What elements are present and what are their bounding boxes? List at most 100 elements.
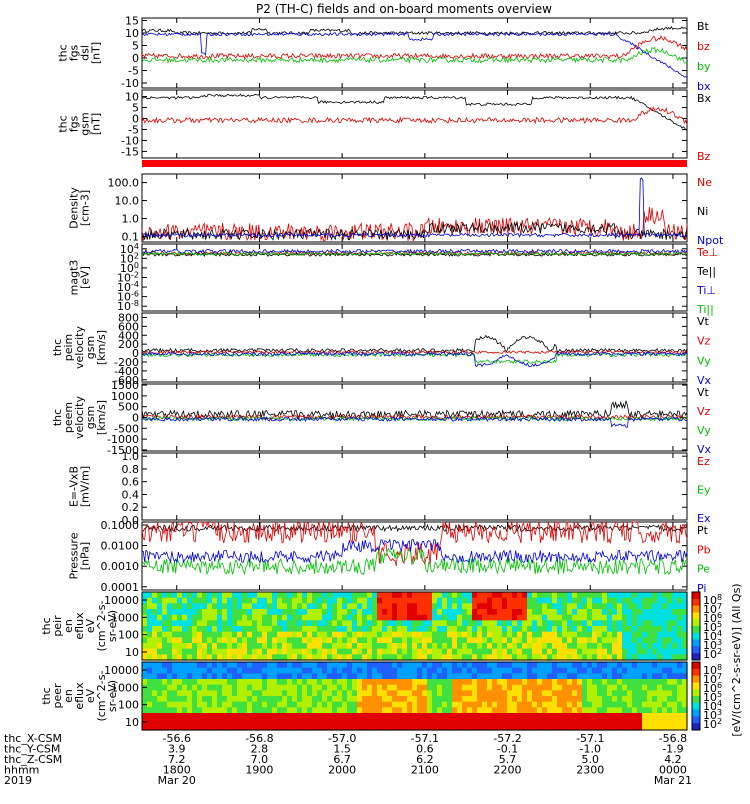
spectrogram-cell	[297, 673, 303, 680]
spectrogram-cell	[332, 626, 338, 633]
spectrogram-cell	[222, 626, 228, 633]
y-tick-label: 0.0010	[101, 560, 140, 573]
spectrogram-cell	[292, 597, 298, 604]
panel-peim-velocity: thcpeimvelocitygsm[km/s]8006004002000-20…	[51, 311, 712, 387]
spectrogram-cell	[397, 684, 403, 691]
spectrogram-cell	[412, 603, 418, 610]
spectrogram-cell	[417, 597, 423, 604]
spectrogram-cell	[417, 684, 423, 691]
spectrogram-cell	[337, 696, 343, 703]
spectrogram-cell	[517, 648, 523, 655]
spectrogram-cell	[422, 597, 428, 604]
colorbar-swatch	[692, 632, 700, 636]
spectrogram-cell	[667, 707, 673, 714]
spectrogram-cell	[647, 690, 653, 697]
spectrogram-cell	[307, 592, 313, 599]
spectrogram-cell	[407, 684, 413, 691]
spectrogram-cell	[412, 620, 418, 627]
spectrogram-cell	[667, 592, 673, 599]
spectrogram-cell	[637, 679, 643, 686]
spectrogram-cells	[142, 662, 688, 731]
spectrogram-cell	[582, 724, 588, 731]
spectrogram-cell	[537, 724, 543, 731]
spectrogram-cell	[632, 603, 638, 610]
spectrogram-cell	[482, 724, 488, 731]
spectrogram-cell	[262, 654, 268, 661]
spectrogram-cell	[307, 707, 313, 714]
spectrogram-cell	[372, 609, 378, 616]
spectrogram-cell	[397, 701, 403, 708]
spectrogram-cell	[532, 648, 538, 655]
spectrogram-cell	[577, 637, 583, 644]
spectrogram-cell	[502, 614, 508, 621]
spectrogram-cell	[447, 643, 453, 650]
spectrogram-cell	[457, 631, 463, 638]
spectrogram-cell	[677, 679, 683, 686]
spectrogram-cell	[572, 690, 578, 697]
spectrogram-cell	[447, 684, 453, 691]
series-bz	[141, 35, 688, 60]
panel-frame	[141, 521, 688, 591]
spectrogram-cell	[532, 592, 538, 599]
ylabel-line: [eV]	[79, 266, 92, 289]
spectrogram-cell	[272, 592, 278, 599]
spectrogram-cell	[332, 713, 338, 720]
spectrogram-cell	[382, 684, 388, 691]
spectrogram-cell	[232, 654, 238, 661]
spectrogram-cell	[592, 684, 598, 691]
spectrogram-cell	[462, 620, 468, 627]
spectrogram-cell	[567, 679, 573, 686]
spectrogram-cell	[277, 690, 283, 697]
spectrogram-cell	[242, 673, 248, 680]
spectrogram-cell	[567, 609, 573, 616]
spectrogram-cell	[377, 724, 383, 731]
spectrogram-cell	[152, 614, 158, 621]
spectrogram-cell	[287, 673, 293, 680]
spectrogram-cell	[467, 667, 473, 674]
spectrogram-cell	[282, 707, 288, 714]
spectrogram-cell	[577, 662, 583, 669]
spectrogram-cell	[187, 614, 193, 621]
spectrogram-cell	[462, 701, 468, 708]
spectrogram-cell	[322, 648, 328, 655]
spectrogram-cell	[342, 631, 348, 638]
spectrogram-cell	[427, 673, 433, 680]
spectrogram-cell	[172, 614, 178, 621]
spectrogram-cell	[242, 614, 248, 621]
spectrogram-cell	[537, 643, 543, 650]
spectrogram-cell	[357, 690, 363, 697]
series-Ni	[141, 221, 688, 241]
spectrogram-cell	[417, 724, 423, 731]
spectrogram-cell	[332, 662, 338, 669]
spectrogram-cell	[232, 614, 238, 621]
spectrogram-cell	[412, 597, 418, 604]
spectrogram-cell	[657, 654, 663, 661]
spectrogram-cell	[487, 626, 493, 633]
spectrogram-cell	[352, 701, 358, 708]
y-tick-label: 100	[118, 629, 139, 642]
spectrogram-cell	[212, 701, 218, 708]
spectrogram-cell	[217, 679, 223, 686]
spectrogram-cell	[417, 667, 423, 674]
spectrogram-cells	[142, 592, 688, 661]
spectrogram-cell	[307, 626, 313, 633]
spectrogram-cell	[152, 654, 158, 661]
spectrogram-cell	[532, 684, 538, 691]
spectrogram-cell	[537, 667, 543, 674]
spectrogram-cell	[247, 690, 253, 697]
spectrogram-cell	[177, 707, 183, 714]
spectrogram-cell	[662, 631, 668, 638]
spectrogram-cell	[322, 637, 328, 644]
spectrogram-cell	[602, 713, 608, 720]
spectrogram-cell	[462, 654, 468, 661]
ylabel-line: peir	[51, 615, 64, 637]
spectrogram-cell	[392, 631, 398, 638]
spectrogram-cell	[417, 614, 423, 621]
spectrogram-cell	[542, 679, 548, 686]
spectrogram-cell	[227, 609, 233, 616]
y-tick-label: -500	[114, 422, 139, 435]
spectrogram-cell	[252, 614, 258, 621]
spectrogram-cell	[427, 662, 433, 669]
